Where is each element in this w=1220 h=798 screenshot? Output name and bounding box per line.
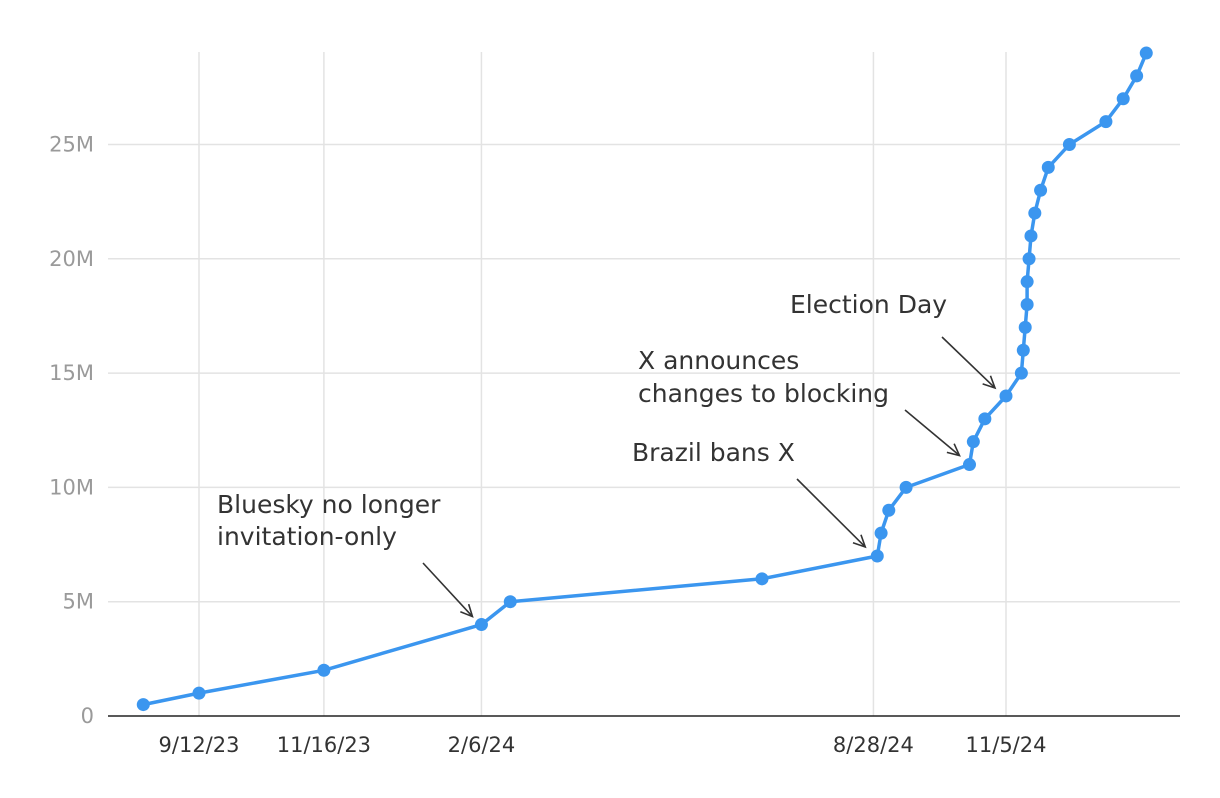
annotation-arrow [941, 336, 996, 389]
data-point [136, 698, 150, 712]
data-point [899, 480, 913, 494]
y-tick-label: 0 [81, 704, 94, 728]
data-point [1034, 183, 1048, 197]
data-point [882, 503, 896, 517]
data-point [874, 526, 888, 540]
data-point [978, 412, 992, 426]
data-point [1022, 252, 1036, 266]
data-point [1139, 46, 1153, 60]
data-point [1018, 320, 1032, 334]
data-point [755, 572, 769, 586]
y-tick-label: 10M [49, 475, 94, 499]
annotation: Brazil bans X [632, 438, 867, 549]
vertical-gridlines [198, 52, 1007, 716]
data-point [1062, 138, 1076, 151]
data-point [966, 435, 980, 449]
data-point [503, 595, 517, 609]
annotation: Election Day [790, 290, 997, 390]
x-tick-label: 11/5/24 [966, 733, 1047, 757]
data-point [192, 686, 206, 700]
annotation: X announces changes to blocking [638, 346, 961, 457]
arrow-head-icon [946, 443, 961, 457]
annotation-text: Bluesky no longer [217, 490, 441, 519]
data-point [1020, 275, 1034, 289]
arrow-head-icon [852, 534, 867, 549]
x-axis-tick-labels: 9/12/23 11/16/23 2/6/24 8/28/24 11/5/24 [159, 733, 1047, 757]
x-tick-label: 11/16/23 [277, 733, 371, 757]
x-tick-label: 2/6/24 [448, 733, 516, 757]
y-axis-tick-labels: 0 5M 10M 15M 20M 25M [49, 133, 94, 729]
data-point [870, 549, 884, 563]
data-point [999, 389, 1013, 403]
annotation-text: invitation-only [217, 522, 397, 551]
data-point [317, 663, 331, 677]
horizontal-gridlines [108, 143, 1180, 603]
data-point [1116, 92, 1130, 106]
data-point [1099, 115, 1113, 129]
annotation-arrow [796, 478, 866, 548]
y-tick-label: 20M [49, 247, 94, 271]
annotation-text: X announces [638, 346, 799, 375]
data-point [474, 618, 488, 632]
series-users [136, 46, 1153, 712]
x-tick-label: 8/28/24 [833, 733, 914, 757]
data-point [1130, 69, 1144, 83]
annotation-arrow [422, 562, 474, 618]
arrow-head-icon [982, 375, 997, 390]
y-tick-label: 5M [63, 590, 94, 614]
data-point [1041, 160, 1055, 174]
arrow-head-icon [460, 603, 474, 618]
annotation-text: Election Day [790, 290, 947, 319]
annotation-arrow [904, 409, 961, 457]
annotations: Bluesky no longer invitation-only Brazil b… [217, 290, 997, 618]
x-tick-label: 9/12/23 [159, 733, 240, 757]
annotation-text: Brazil bans X [632, 438, 795, 467]
annotation: Bluesky no longer invitation-only [217, 490, 474, 618]
data-point [1014, 366, 1028, 380]
data-point [1024, 229, 1038, 243]
annotation-text: changes to blocking [638, 379, 889, 408]
y-tick-label: 15M [49, 361, 94, 385]
data-point [1020, 298, 1034, 312]
data-point [962, 458, 976, 472]
y-tick-label: 25M [49, 133, 94, 157]
data-point [1016, 343, 1030, 357]
data-point [1028, 206, 1042, 220]
